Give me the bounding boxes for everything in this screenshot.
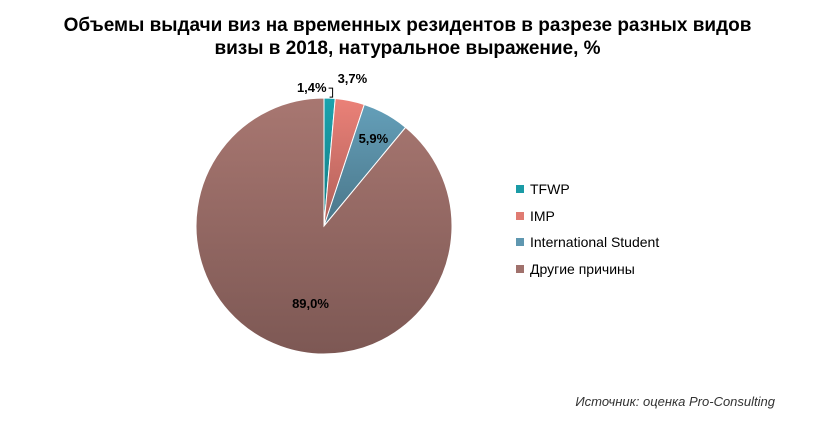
chart-title-line-2: визы в 2018, натуральное выражение, % bbox=[214, 38, 601, 59]
leader-line-tfwp bbox=[328, 87, 334, 98]
chart-legend: TFWP IMP International Student Другие пр… bbox=[516, 176, 659, 282]
pie-slice-other-reasons bbox=[195, 97, 453, 355]
legend-item-other-reasons: Другие причины bbox=[516, 256, 659, 283]
legend-swatch-tfwp bbox=[516, 185, 524, 194]
data-label-tfwp: 1,4% bbox=[297, 80, 327, 95]
legend-label-imp: IMP bbox=[530, 207, 555, 224]
legend-swatch-imp bbox=[516, 211, 524, 220]
data-label-imp: 3,7% bbox=[338, 71, 368, 86]
legend-item-tfwp: TFWP bbox=[516, 176, 659, 203]
chart-title: Объемы выдачи виз на временных резиденто… bbox=[0, 14, 815, 60]
data-label-other-reasons: 89,0% bbox=[292, 296, 329, 311]
legend-item-international-student: International Student bbox=[516, 229, 659, 256]
legend-item-imp: IMP bbox=[516, 203, 659, 230]
legend-label-tfwp: TFWP bbox=[530, 181, 570, 197]
legend-label-international-student: International Student bbox=[530, 234, 660, 250]
chart-title-line-1: Объемы выдачи виз на временных резиденто… bbox=[63, 15, 752, 36]
source-note: Источник: оценка Pro-Consulting bbox=[575, 394, 775, 409]
data-label-international-student: 5,9% bbox=[359, 131, 389, 146]
legend-swatch-other-reasons bbox=[516, 264, 524, 273]
legend-label-other-reasons: Другие причины bbox=[530, 260, 635, 277]
legend-swatch-international-student bbox=[516, 238, 524, 247]
